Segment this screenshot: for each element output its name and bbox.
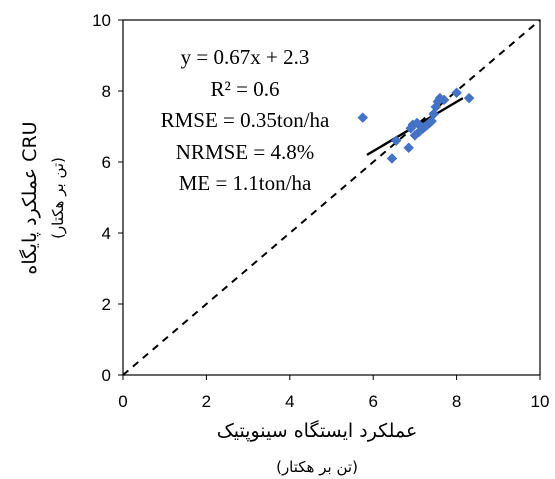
y-axis-title: عملکرد پایگاه CRU bbox=[18, 121, 41, 274]
y-tick-label: 2 bbox=[102, 295, 111, 314]
regression-equation: y = 0.67x + 2.3 bbox=[181, 45, 310, 69]
x-axis-title: عملکرد ایستگاه سینوپتیک bbox=[217, 419, 418, 442]
data-point bbox=[451, 87, 462, 99]
x-tick-label: 2 bbox=[202, 392, 211, 411]
data-point bbox=[357, 112, 369, 123]
x-axis-unit: (تن بر هکتار) bbox=[276, 458, 358, 476]
data-point bbox=[438, 94, 450, 106]
y-tick-label: 4 bbox=[102, 224, 111, 243]
nrmse-label: NRMSE = 4.8% bbox=[176, 140, 314, 164]
plot-axes bbox=[118, 19, 541, 380]
y-axis-unit: (تن بر هکتار) bbox=[49, 157, 67, 239]
data-point bbox=[390, 135, 402, 147]
x-tick-label: 4 bbox=[285, 392, 294, 411]
me-label: ME = 1.1ton/ha bbox=[179, 171, 312, 195]
data-points bbox=[357, 87, 475, 164]
x-tick-label: 0 bbox=[118, 392, 127, 411]
y-tick-label: 10 bbox=[92, 11, 111, 30]
data-point bbox=[463, 92, 475, 104]
stats-annotation: y = 0.67x + 2.3 R² = 0.6 RMSE = 0.35ton/… bbox=[161, 45, 330, 195]
plot-frame bbox=[122, 19, 541, 376]
y-tick-label: 6 bbox=[102, 153, 111, 172]
reference-lines bbox=[122, 19, 541, 376]
y-tick-label: 0 bbox=[102, 366, 111, 385]
tick-labels: 0 2 4 6 8 10 0 2 4 6 8 10 bbox=[92, 11, 549, 411]
y-tick-label: 8 bbox=[102, 82, 111, 101]
r-squared-label: R² = 0.6 bbox=[211, 77, 280, 101]
rmse-label: RMSE = 0.35ton/ha bbox=[161, 108, 330, 132]
data-point bbox=[403, 142, 414, 154]
data-point bbox=[386, 153, 398, 164]
x-tick-label: 6 bbox=[368, 392, 377, 411]
x-tick-label: 8 bbox=[452, 392, 461, 411]
one-to-one-line bbox=[122, 19, 541, 376]
x-tick-label: 10 bbox=[531, 392, 550, 411]
